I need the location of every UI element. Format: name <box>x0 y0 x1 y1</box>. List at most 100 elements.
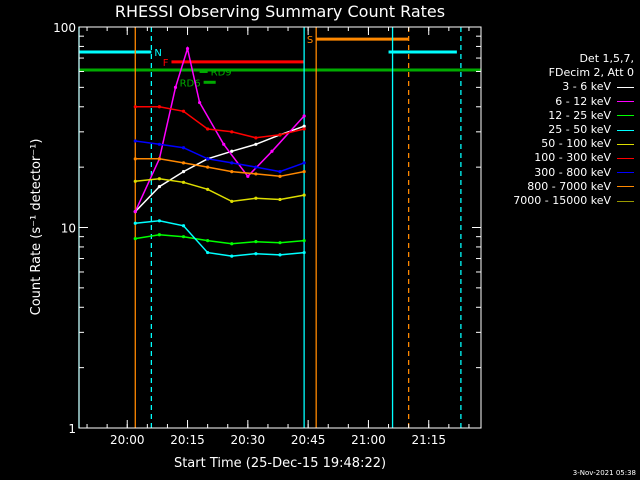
legend-item: 100 - 300 keV <box>484 151 634 165</box>
series-point <box>302 170 306 174</box>
series-point <box>302 127 306 131</box>
legend-item-swatch <box>617 101 634 103</box>
series-point <box>302 193 306 197</box>
legend-item: 6 - 12 keV <box>484 95 634 109</box>
y-tick-label: 10 <box>61 222 76 236</box>
series-point <box>246 174 250 178</box>
series-point <box>181 146 186 150</box>
x-tick-label: 20:30 <box>231 433 266 447</box>
series-point <box>254 172 258 176</box>
series-point <box>206 127 210 131</box>
legend-item-swatch <box>617 186 634 188</box>
legend-item: 3 - 6 keV <box>484 80 634 94</box>
legend-item-swatch <box>617 158 634 160</box>
footer-timestamp: 3-Nov-2021 05:38 <box>572 469 636 477</box>
series-point <box>230 242 234 246</box>
axes-layer: 20:00 20:15 20:30 20:45 21:00 21:15 1 10 100 <box>53 21 482 447</box>
series-point <box>222 142 226 146</box>
legend-item-label: 7000 - 15000 keV <box>513 194 611 208</box>
series-point <box>157 219 161 223</box>
series-point <box>278 241 282 245</box>
series-point <box>278 174 282 178</box>
series-point <box>185 47 190 51</box>
legend-item-label: 25 - 50 keV <box>548 123 611 137</box>
legend-item: 800 - 7000 keV <box>484 180 634 194</box>
legend-items: 3 - 6 keV 6 - 12 keV 12 - 25 keV 25 - 50 ke… <box>484 80 634 208</box>
series-point <box>302 239 306 243</box>
series-point <box>181 109 186 113</box>
chart-title: RHESSI Observing Summary Count Rates <box>115 2 445 21</box>
series-point <box>133 139 137 143</box>
legend-item-label: 6 - 12 keV <box>555 94 611 108</box>
legend-item-label: 100 - 300 keV <box>534 151 611 165</box>
series-line <box>135 220 305 257</box>
series-point <box>278 170 282 174</box>
series-point <box>254 136 258 140</box>
x-tick-label: 21:00 <box>351 433 386 447</box>
series-point <box>230 254 234 258</box>
time-markers-layer <box>78 27 462 428</box>
series-point <box>230 149 234 153</box>
legend-header-decimation: FDecim 2, Att 0 <box>548 66 634 80</box>
legend-item-swatch <box>617 172 634 174</box>
series-point <box>157 157 161 161</box>
series-point <box>133 179 137 183</box>
x-tick-label: 21:15 <box>411 433 446 447</box>
series-point <box>302 124 306 128</box>
series-line <box>135 140 305 173</box>
flag-bars-layer: N S F RD9 RD6 <box>79 35 481 89</box>
series-point <box>230 161 234 165</box>
legend-item: 300 - 800 keV <box>484 166 634 180</box>
series-line <box>135 234 305 245</box>
y-axis-label: Count Rate (s⁻¹ detector⁻¹) <box>29 139 44 316</box>
flag-label: F <box>163 58 169 69</box>
series-point <box>181 180 186 184</box>
flag-label: N <box>154 48 161 59</box>
series-line <box>135 178 305 203</box>
legend-item-swatch <box>617 200 634 202</box>
series-point <box>278 253 282 257</box>
x-axis-label: Start Time (25-Dec-15 19:48:22) <box>174 456 386 471</box>
series-point <box>254 142 258 146</box>
series-point <box>230 130 234 134</box>
series-point <box>133 210 137 214</box>
series-point <box>133 157 137 161</box>
plot-frame <box>78 26 482 429</box>
flag-label: S <box>307 35 313 46</box>
x-tick-label: 20:15 <box>170 433 205 447</box>
series-point <box>230 199 234 203</box>
flag-label: RD9 <box>211 67 232 78</box>
y-tick-label: 100 <box>53 21 76 35</box>
series-point <box>302 250 306 255</box>
legend-item: 50 - 100 keV <box>484 137 634 151</box>
series-point <box>157 184 161 189</box>
series-point <box>206 157 210 161</box>
series-point <box>206 250 210 255</box>
legend-item-swatch <box>617 115 634 117</box>
y-tick-label: 1 <box>68 422 76 436</box>
series-point <box>254 165 258 169</box>
x-tick-label: 20:45 <box>291 433 326 447</box>
legend-item-label: 3 - 6 keV <box>562 80 611 94</box>
legend-item-swatch <box>617 87 634 88</box>
series-point <box>157 233 161 237</box>
legend-item-label: 300 - 800 keV <box>534 165 611 179</box>
series-point <box>278 197 282 202</box>
legend-header-detectors: Det 1,5,7, <box>579 52 634 65</box>
series-point <box>133 237 137 241</box>
legend-item-label: 800 - 7000 keV <box>527 179 611 193</box>
legend-item-swatch <box>617 129 634 131</box>
series-point <box>198 100 202 105</box>
series-point <box>254 196 258 200</box>
series-point <box>270 149 274 153</box>
legend-item: 25 - 50 keV <box>484 123 634 137</box>
series-point <box>157 105 161 109</box>
series-point <box>206 187 210 191</box>
legend-item-swatch <box>617 143 634 145</box>
series-point <box>254 240 258 244</box>
series-point <box>302 161 306 165</box>
series-line <box>135 158 305 178</box>
x-tick-label: 20:00 <box>110 433 145 447</box>
series-point <box>302 114 306 118</box>
